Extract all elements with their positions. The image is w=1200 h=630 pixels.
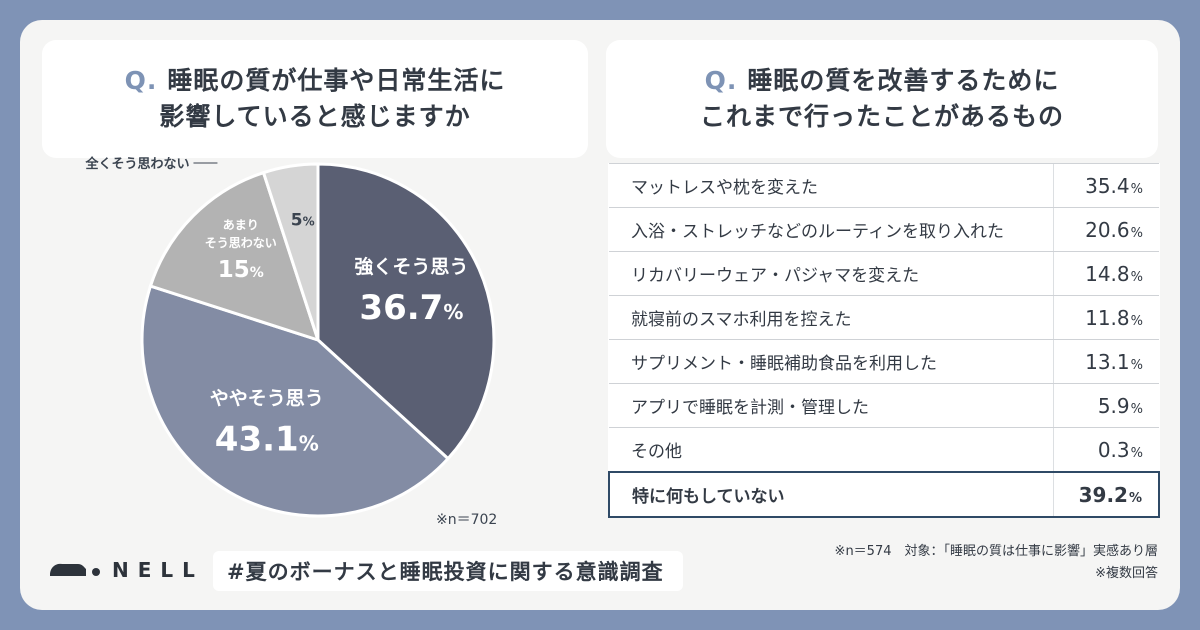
row-value: 14.8% bbox=[1053, 251, 1159, 296]
row-value: 20.6% bbox=[1053, 207, 1159, 252]
row-value-number: 13.1 bbox=[1085, 349, 1130, 374]
left-question: Q. 睡眠の質が仕事や日常生活に 影響していると感じますか bbox=[125, 63, 506, 135]
row-value-number: 11.8 bbox=[1085, 305, 1130, 330]
pie-value-1: 43.1% bbox=[215, 419, 319, 459]
pie-label-2a: あまり bbox=[223, 218, 259, 232]
row-value-unit: % bbox=[1130, 357, 1143, 373]
row-value-unit: % bbox=[1128, 490, 1142, 506]
right-question-line2: これまで行ったことがあるもの bbox=[699, 102, 1064, 131]
pie-slice-0 bbox=[316, 162, 496, 461]
table-row: リカバリーウェア・パジャマを変えた 14.8% bbox=[609, 251, 1159, 296]
right-sample-note: ※n＝574 対象：「睡眠の質は仕事に影響」実感あり層 bbox=[834, 544, 1158, 559]
pie-label-2b: そう思わない bbox=[205, 236, 277, 250]
row-value-unit: % bbox=[1130, 445, 1143, 461]
pie-sample-size: ※n＝702 bbox=[436, 512, 498, 528]
row-value-unit: % bbox=[1130, 225, 1143, 241]
row-value-unit: % bbox=[1130, 401, 1143, 417]
row-value-number: 14.8 bbox=[1085, 261, 1130, 286]
row-label: 入浴・ストレッチなどのルーティンを取り入れた bbox=[609, 207, 1054, 252]
table-row: その他 0.3% bbox=[609, 427, 1159, 473]
row-value: 0.3% bbox=[1053, 427, 1159, 473]
pie-value-0: 36.7% bbox=[359, 288, 463, 328]
pie-slice-2 bbox=[148, 170, 321, 343]
row-label: 特に何もしていない bbox=[608, 471, 1054, 518]
infographic-card: Q. 睡眠の質が仕事や日常生活に 影響していると感じますか Q. 睡眠の質を改善する… bbox=[20, 20, 1180, 610]
row-value-number: 39.2 bbox=[1078, 482, 1128, 507]
left-question-line1: 睡眠の質が仕事や日常生活に bbox=[167, 66, 506, 95]
multiple-answer-note: ※複数回答 bbox=[1095, 566, 1158, 581]
row-value-unit: % bbox=[1130, 313, 1143, 329]
left-question-box: Q. 睡眠の質が仕事や日常生活に 影響していると感じますか bbox=[42, 40, 588, 158]
table-row: 入浴・ストレッチなどのルーティンを取り入れた 20.6% bbox=[609, 207, 1159, 252]
right-question-box: Q. 睡眠の質を改善するために これまで行ったことがあるもの bbox=[606, 40, 1158, 158]
table-row: マットレスや枕を変えた 35.4% bbox=[609, 163, 1159, 208]
pie-value-3: 5% bbox=[291, 210, 315, 230]
row-value: 39.2% bbox=[1053, 471, 1160, 518]
table-row: サプリメント・睡眠補助食品を利用した 13.1% bbox=[609, 339, 1159, 384]
row-label: サプリメント・睡眠補助食品を利用した bbox=[609, 339, 1054, 384]
row-value-number: 0.3 bbox=[1097, 437, 1130, 462]
row-label: その他 bbox=[609, 427, 1054, 473]
row-value: 5.9% bbox=[1053, 383, 1159, 428]
row-label: 就寝前のスマホ利用を控えた bbox=[609, 295, 1054, 340]
pie-value-2: 15% bbox=[218, 257, 264, 283]
row-value: 13.1% bbox=[1053, 339, 1159, 384]
table-row: アプリで睡眠を計測・管理した 5.9% bbox=[609, 383, 1159, 428]
survey-hashtag: #夏のボーナスと睡眠投資に関する意識調査 bbox=[213, 551, 683, 591]
table-row: 就寝前のスマホ利用を控えた 11.8% bbox=[609, 295, 1159, 340]
row-value: 35.4% bbox=[1053, 163, 1159, 208]
brand-name: NELL bbox=[112, 558, 204, 582]
row-value-number: 20.6 bbox=[1085, 217, 1130, 242]
left-question-line2: 影響していると感じますか bbox=[159, 102, 471, 131]
pie-label-0: 強くそう思う bbox=[354, 256, 468, 278]
left-q-mark: Q. bbox=[124, 66, 158, 95]
row-value-unit: % bbox=[1130, 181, 1143, 197]
row-value-number: 5.9 bbox=[1097, 393, 1130, 418]
bed-logo-icon bbox=[50, 563, 100, 576]
table-row: 特に何もしていない 39.2% bbox=[608, 471, 1160, 518]
row-value: 11.8% bbox=[1053, 295, 1159, 340]
results-table: マットレスや枕を変えた 35.4% 入浴・ストレッチなどのルーティンを取り入れた 20… bbox=[608, 163, 1160, 518]
pie-label-1: ややそう思う bbox=[210, 387, 324, 409]
row-label: アプリで睡眠を計測・管理した bbox=[609, 383, 1054, 428]
right-q-mark: Q. bbox=[704, 66, 738, 95]
row-label: マットレスや枕を変えた bbox=[609, 163, 1054, 208]
pie-label-3: 全くそう思わない bbox=[84, 156, 189, 172]
row-value-number: 35.4 bbox=[1085, 173, 1130, 198]
pie-slice-1 bbox=[140, 284, 451, 518]
brand: NELL bbox=[48, 558, 204, 582]
row-value-unit: % bbox=[1130, 269, 1143, 285]
right-question-line1: 睡眠の質を改善するために bbox=[747, 66, 1060, 95]
row-label: リカバリーウェア・パジャマを変えた bbox=[609, 251, 1054, 296]
right-question: Q. 睡眠の質を改善するために これまで行ったことがあるもの bbox=[700, 63, 1064, 135]
pie-slice-3 bbox=[261, 162, 320, 341]
